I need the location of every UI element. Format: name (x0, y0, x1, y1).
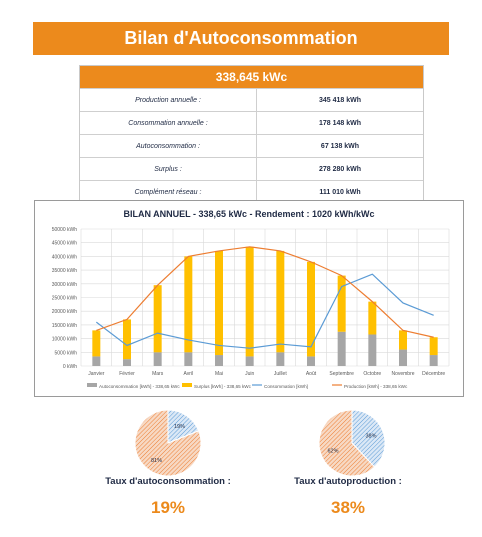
row-label: Complément réseau : (80, 181, 257, 203)
x-tick-label: Octobre (363, 371, 381, 377)
line-production (96, 246, 434, 338)
x-tick-label: Juillet (274, 371, 287, 377)
pie-slice-label: 62% (327, 449, 338, 455)
kpi-autoconsommation-value: 19% (150, 498, 186, 517)
row-label: Production annuelle : (80, 89, 257, 111)
annual-chart: BILAN ANNUEL - 338,65 kWc - Rendement : … (34, 200, 464, 397)
bar-surplus (368, 301, 377, 335)
bar-surplus (399, 330, 407, 350)
summary-header: 338,645 kWc (80, 66, 423, 88)
y-tick-label: 20000 kWh (52, 309, 78, 315)
row-value: 67 138 kWh (320, 142, 360, 150)
bar-surplus (429, 337, 438, 356)
x-tick-label: Mai (215, 371, 223, 377)
bar-surplus (153, 285, 162, 353)
bar-autoconsommation (337, 331, 346, 366)
table-row: Consommation annuelle : 178 148 kWh (80, 111, 423, 134)
row-value: 111 010 kWh (319, 188, 361, 196)
pie-slice-blue (351, 409, 386, 468)
y-tick-label: 35000 kWh (52, 268, 78, 274)
y-tick-label: 15000 kWh (52, 323, 78, 329)
y-tick-label: 50000 kWh (52, 227, 78, 233)
row-value: 278 280 kWh (318, 165, 362, 173)
legend-swatch (87, 383, 97, 387)
y-tick-label: 25000 kWh (52, 296, 78, 302)
bar-surplus (307, 261, 315, 357)
pie-autoconsommation: 19% 81% (130, 405, 206, 486)
page-title: Bilan d'Autoconsommation (124, 28, 358, 48)
bar-surplus (215, 250, 223, 356)
y-tick-label: 5000 kWh (54, 350, 77, 356)
bar-surplus (337, 275, 346, 332)
bar-autoconsommation (276, 352, 285, 366)
installed-power: 338,645 kWc (215, 70, 288, 84)
row-label: Autoconsommation : (80, 135, 257, 157)
kpi-autoproduction-label: Taux d'autoproduction : (294, 476, 402, 487)
chart-title: BILAN ANNUEL - 338,65 kWc - Rendement : … (123, 209, 374, 219)
bar-autoconsommation (215, 355, 223, 366)
pie-autoproduction: 38% 62% (314, 405, 390, 486)
kpi-autoconsommation-label: Taux d'autoconsommation : (105, 476, 231, 487)
bar-autoconsommation (307, 356, 315, 366)
bar-autoconsommation (399, 349, 407, 366)
x-tick-label: Mars (152, 371, 164, 377)
x-tick-label: Août (306, 371, 317, 377)
bar-surplus (276, 250, 285, 353)
pie-slice-label: 81% (151, 458, 162, 464)
pie-slice-blue (167, 409, 200, 444)
bar-surplus (245, 246, 254, 357)
legend-swatch (182, 383, 192, 387)
x-tick-label: Décembre (422, 371, 445, 377)
row-value: 178 148 kWh (318, 119, 362, 127)
table-row: Complément réseau : 111 010 kWh (80, 180, 423, 203)
kpi-autoproduction-value: 38% (330, 498, 366, 517)
legend-label: Consommation [kWh] (264, 384, 308, 389)
annual-chart-svg: BILAN ANNUEL - 338,65 kWc - Rendement : … (52, 209, 450, 389)
legend-label: Surplus [kWh] - 338,65 kWc (194, 384, 252, 389)
x-tick-label: Juin (245, 371, 254, 377)
pie-slice-orange (134, 409, 202, 477)
bar-autoconsommation (123, 359, 131, 366)
pie-slice-label: 38% (366, 433, 377, 439)
table-row: Surplus : 278 280 kWh (80, 157, 423, 180)
pie-autoconsommation-svg: 19% 81% (134, 409, 202, 477)
legend-label: Autoconsommation [kWh] - 338,65 kWc (99, 384, 180, 389)
table-row: Autoconsommation : 67 138 kWh (80, 134, 423, 157)
bar-autoconsommation (184, 352, 193, 366)
bar-autoconsommation (153, 352, 162, 366)
bar-surplus (123, 319, 131, 360)
pie-slice-orange (318, 409, 376, 477)
summary-table: 338,645 kWc Production annuelle : 345 41… (79, 65, 424, 204)
legend-label: Production [kWh] - 338,65 kWc (344, 384, 408, 389)
y-tick-label: 10000 kWh (52, 337, 78, 343)
bar-autoconsommation (368, 334, 377, 366)
bar-surplus (184, 256, 193, 353)
table-row: Production annuelle : 345 418 kWh (80, 88, 423, 111)
bar-surplus (92, 330, 101, 357)
x-tick-label: Février (119, 371, 135, 377)
row-value: 345 418 kWh (318, 96, 362, 104)
row-label: Consommation annuelle : (80, 112, 257, 134)
y-tick-label: 0 kWh (63, 364, 77, 370)
line-consommation (95, 273, 434, 349)
pie-slice-label: 19% (174, 424, 185, 430)
y-tick-label: 45000 kWh (52, 241, 78, 247)
page-banner: Bilan d'Autoconsommation (33, 22, 449, 55)
bar-autoconsommation (245, 356, 254, 366)
bar-autoconsommation (92, 356, 101, 366)
row-label: Surplus : (80, 158, 257, 180)
y-tick-label: 40000 kWh (52, 254, 78, 260)
pie-autoproduction-svg: 38% 62% (318, 409, 386, 477)
y-tick-label: 30000 kWh (52, 282, 78, 288)
bar-autoconsommation (429, 355, 438, 366)
x-tick-label: Novembre (391, 371, 414, 377)
x-tick-label: Avril (184, 371, 194, 377)
x-tick-label: Janvier (88, 371, 104, 377)
x-tick-label: Septembre (329, 371, 354, 377)
